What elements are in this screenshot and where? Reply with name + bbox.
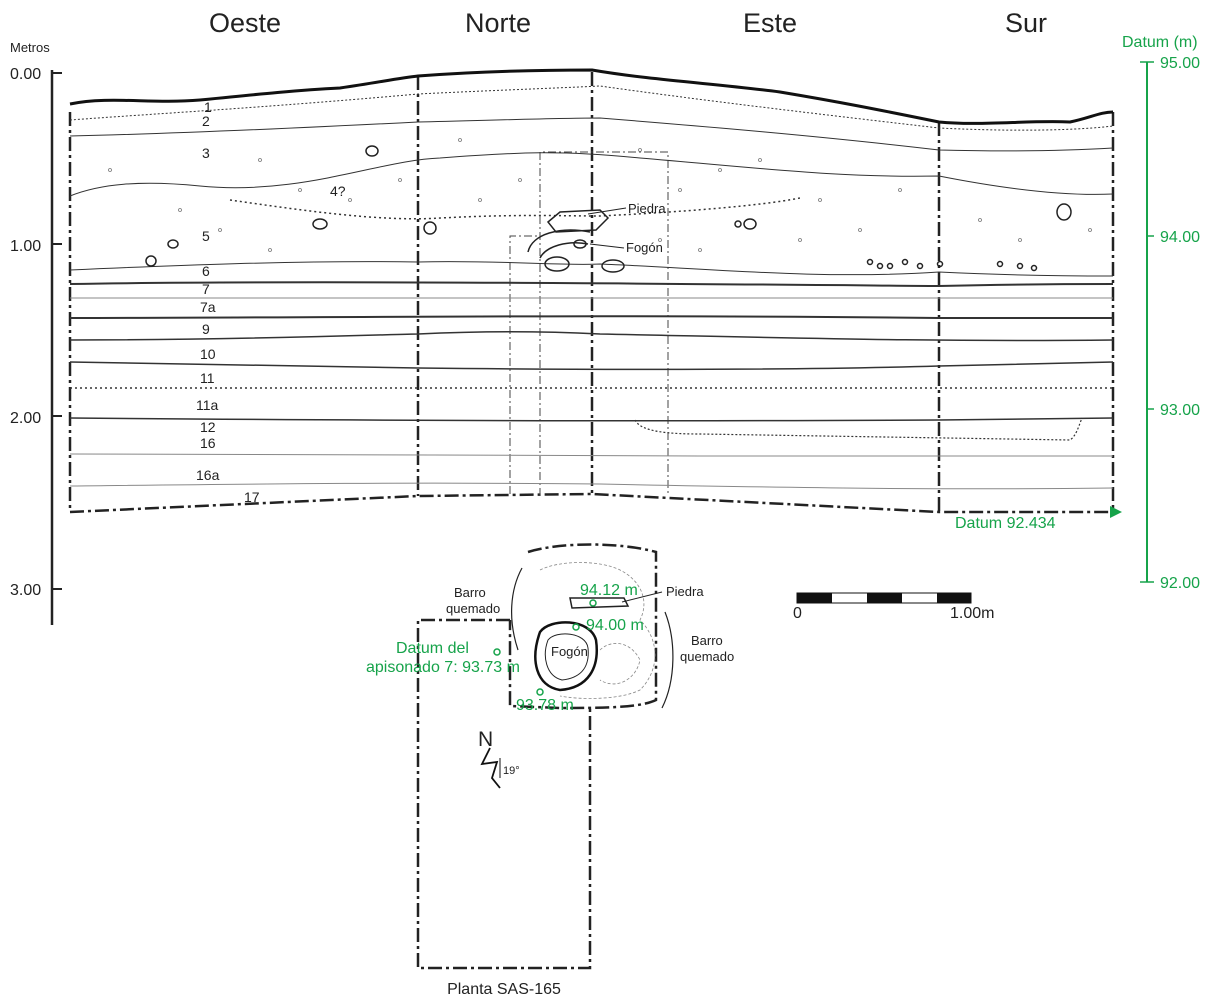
scale-bar: 0 1.00m: [793, 592, 994, 622]
layer-label: 7: [202, 281, 210, 297]
plan-fogon-label: Fogón: [551, 644, 588, 659]
layer-label: 11: [200, 370, 215, 386]
layer-label: 4?: [330, 183, 346, 199]
section-frame: [68, 72, 1115, 514]
depth-tick-2: 2.00: [10, 410, 41, 427]
datum-axis-label: Datum (m): [1122, 34, 1198, 51]
scale-end-label: 1.00m: [950, 605, 994, 622]
layer-label: 2: [202, 113, 210, 129]
section-stones: [145, 145, 1072, 273]
north-arrow-label: N: [478, 728, 493, 751]
layer-label: 17: [244, 489, 260, 505]
plan-barro-left-line1: Barro: [454, 585, 486, 600]
ground-surface-line: [69, 68, 1114, 125]
layer-label: 12: [200, 419, 216, 435]
plan-elevation-94-12: 94.12 m: [580, 582, 638, 599]
depth-axis-label: Metros: [10, 40, 50, 55]
layer-label: 5: [202, 228, 210, 244]
datum-label: Datum 92.434: [955, 515, 1056, 532]
layer-labels: 1 2 3 4? 5 6 7 7a 9 10 11 11a 12 16 16a …: [196, 99, 346, 505]
plan-elevation-94-00: 94.00 m: [586, 617, 644, 634]
depth-axis: Metros 0.00 1.00 2.00 3.00: [10, 40, 62, 625]
direction-sur: Sur: [1005, 8, 1047, 38]
scale-start-label: 0: [793, 605, 802, 622]
north-angle-label: 19°: [503, 765, 520, 777]
inner-unit-outline: [509, 151, 669, 496]
datum-tick-2: 93.00: [1160, 402, 1200, 419]
layer-label: 11a: [196, 397, 219, 413]
layer-boundaries: [69, 85, 1114, 490]
plan-title: Planta SAS-165: [447, 981, 561, 998]
layer-label: 6: [202, 263, 210, 279]
pebble-speckles: [108, 138, 1092, 252]
layer-label: 3: [202, 145, 210, 161]
plan-barro-right-line2: quemado: [680, 649, 734, 664]
layer-label: 1: [204, 99, 212, 115]
direction-oeste: Oeste: [209, 8, 281, 38]
direction-norte: Norte: [465, 8, 531, 38]
layer-label: 16a: [196, 467, 220, 483]
plan-datum-apisonado-line1: Datum del: [396, 640, 469, 657]
plan-barro-left-line2: quemado: [446, 601, 500, 616]
piedra-leader: [587, 207, 627, 215]
depth-tick-1: 1.00: [10, 238, 41, 255]
plan-view: Barro quemado Barro quemado Piedra Fogón…: [366, 543, 734, 998]
datum-arrow-icon: [1110, 506, 1122, 518]
plan-datum-apisonado-line2: apisonado 7: 93.73 m: [366, 659, 520, 676]
depth-tick-0: 0.00: [10, 66, 41, 83]
depth-tick-3: 3.00: [10, 582, 41, 599]
datum-axis: Datum (m) 95.00 94.00 93.00 92.00: [1122, 34, 1200, 592]
layer-label: 9: [202, 321, 210, 337]
datum-tick-1: 94.00: [1160, 229, 1200, 246]
fogon-leader: [589, 243, 625, 249]
plan-piedra-label: Piedra: [666, 584, 704, 599]
north-arrow-icon: [480, 747, 501, 789]
plan-elevation-93-78: 93.78 m: [516, 697, 574, 714]
section-piedra-label: Piedra: [628, 201, 666, 216]
datum-tick-3: 92.00: [1160, 575, 1200, 592]
section-fogon-label: Fogón: [626, 240, 663, 255]
layer-label: 16: [200, 435, 216, 451]
layer-label: 7a: [200, 299, 216, 315]
direction-este: Este: [743, 8, 797, 38]
datum-tick-0: 95.00: [1160, 55, 1200, 72]
layer-label: 10: [200, 346, 216, 362]
plan-barro-right-line1: Barro: [691, 633, 723, 648]
